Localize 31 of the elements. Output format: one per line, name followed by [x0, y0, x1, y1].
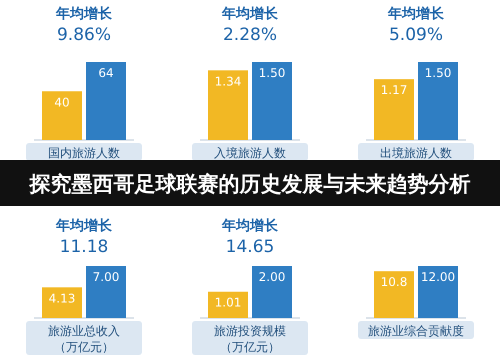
chart-subtitle: 14.65 — [226, 237, 274, 257]
chart-title: 年均增长 — [387, 6, 445, 22]
chart-subtitle: 2.28% — [222, 25, 278, 45]
x-axis-title: 旅游投资规模 — [214, 324, 286, 338]
data-label: 2.00 — [258, 270, 286, 284]
data-label: 1.17 — [380, 83, 408, 98]
data-label: 4.13 — [48, 291, 76, 306]
data-label: 12.00 — [420, 270, 456, 284]
x-axis-title: 入境旅游人数 — [214, 146, 286, 160]
chart-subtitle: 5.09% — [388, 25, 444, 45]
chart-title: 年均增长 — [55, 6, 113, 22]
data-label: 1.34 — [214, 74, 242, 88]
chart-subtitle: 11.18 — [60, 237, 108, 257]
chart-subtitle: 9.86% — [56, 25, 112, 45]
text: （万亿元） — [54, 340, 114, 354]
data-label: 10.8 — [380, 275, 408, 290]
data-label: 40 — [54, 95, 70, 110]
chart-title: 年均增长 — [221, 6, 279, 22]
data-label: 1.50 — [258, 66, 286, 80]
data-label: 64 — [98, 66, 114, 80]
x-axis-title: 旅游业综合贡献度 — [368, 324, 464, 338]
text: （万亿元） — [220, 340, 280, 354]
chart-title: 年均增长 — [221, 218, 279, 234]
data-label: 7.00 — [92, 270, 120, 284]
chart-title: 年均增长 — [55, 218, 113, 234]
x-axis-title: 国内旅游人数 — [48, 146, 120, 160]
data-label: 1.01 — [214, 296, 242, 310]
text: 探究墨西哥足球联赛的历史发展与未来趋势分析 — [28, 172, 470, 196]
x-axis-title: 出境旅游人数 — [380, 146, 452, 160]
data-label: 1.50 — [424, 66, 452, 80]
x-axis-title: 旅游业总收入 — [48, 324, 120, 338]
